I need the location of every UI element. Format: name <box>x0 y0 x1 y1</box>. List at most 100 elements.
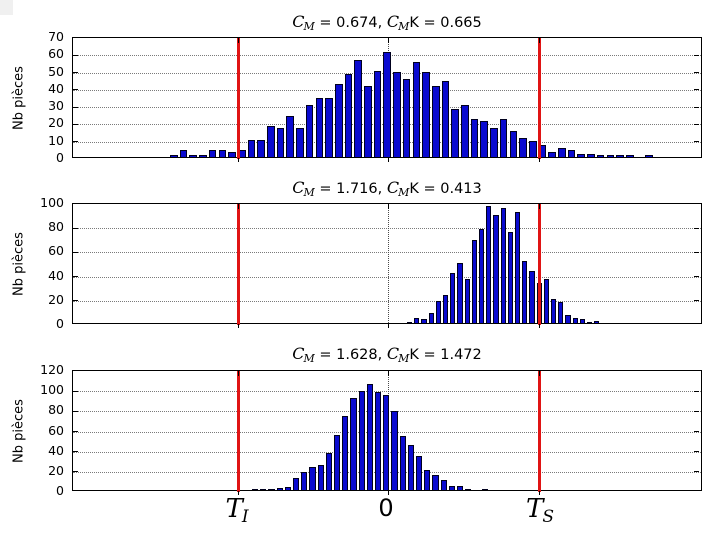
histogram-bar <box>373 70 382 157</box>
y-tick-mark <box>73 390 78 392</box>
histogram-bar <box>448 485 455 490</box>
histogram-bar <box>407 321 413 323</box>
y-tick-mark <box>694 431 699 432</box>
y-tick-mark <box>694 410 699 412</box>
y-tick-mark <box>73 251 78 253</box>
y-tick-label: 60 <box>48 46 64 62</box>
histogram-bar <box>399 435 406 490</box>
y-tick-mark <box>694 276 699 278</box>
chart-3-plot-area <box>72 370 702 495</box>
y-tick-label: 0 <box>56 316 64 331</box>
histogram-bar <box>354 60 362 157</box>
histogram-bar <box>594 320 600 323</box>
histogram-bar <box>435 301 441 323</box>
x-tick-mark <box>387 324 389 328</box>
chart-1-title: CM = 0.674, CMK = 0.665 <box>72 11 702 33</box>
x-tick-mark <box>237 158 239 162</box>
histogram-bar <box>451 108 459 157</box>
tolerance-limit-line <box>236 204 240 325</box>
center-reference-line <box>388 204 389 325</box>
x-tick-mark <box>387 204 389 209</box>
histogram-bar <box>616 155 624 157</box>
histogram-bar <box>480 120 489 157</box>
chart-1-cm-value: = 0.674, <box>314 15 387 31</box>
histogram-bar <box>305 105 314 157</box>
histogram-bar <box>421 319 427 323</box>
math-C-symbol: C <box>386 344 400 363</box>
histogram-bar <box>276 487 283 490</box>
x-tick-mark <box>538 158 540 162</box>
histogram-bar <box>470 118 479 157</box>
histogram-bar <box>558 148 566 157</box>
math-C-symbol: C <box>292 12 305 31</box>
histogram-bar <box>267 125 275 157</box>
histogram-bar <box>507 232 513 323</box>
tolerance-limit-line <box>236 371 240 492</box>
histogram-bar <box>500 208 506 323</box>
histogram-bar <box>383 395 390 490</box>
histogram-bar <box>286 115 295 157</box>
histogram-bar <box>515 211 521 323</box>
y-tick-label: 80 <box>48 219 64 235</box>
math-C-symbol: C <box>292 344 305 363</box>
histogram-bar <box>402 79 411 157</box>
histogram-bar <box>572 318 578 323</box>
corner-artifact <box>0 0 13 15</box>
histogram-bar <box>567 150 576 157</box>
chart-2-y-axis-label: Nb pièces <box>11 231 27 296</box>
histogram-bar <box>577 153 586 157</box>
y-tick-mark <box>694 106 699 108</box>
histogram-bar <box>309 466 316 490</box>
x-tick-mark <box>538 491 540 495</box>
gridline <box>73 276 701 278</box>
histogram-bar <box>625 155 634 157</box>
y-tick-mark <box>73 451 78 453</box>
y-tick-label: 60 <box>48 243 64 259</box>
histogram-bar <box>440 479 447 490</box>
histogram-bar <box>293 477 300 490</box>
histogram-bar <box>199 155 207 157</box>
histogram-bar <box>358 391 365 490</box>
histogram-bar <box>342 416 349 490</box>
y-tick-mark <box>73 72 78 74</box>
math-M-subscript: M <box>303 19 315 33</box>
histogram-bar <box>481 489 488 490</box>
y-tick-label: 40 <box>48 267 64 283</box>
histogram-bar <box>465 489 472 490</box>
TS-base: T <box>526 494 544 524</box>
histogram-bar <box>587 153 595 157</box>
y-tick-mark <box>694 390 699 392</box>
TI-subscript: I <box>241 507 249 528</box>
histogram-bar <box>208 150 217 157</box>
y-tick-label: 20 <box>48 291 64 307</box>
histogram-bar <box>579 319 585 323</box>
y-tick-mark <box>694 141 699 143</box>
x-label-zero: 0 <box>378 494 393 522</box>
x-tick-mark <box>387 158 389 162</box>
histogram-bar <box>432 474 439 490</box>
histogram-bar <box>315 98 324 157</box>
y-tick-label: 40 <box>48 442 64 458</box>
y-tick-mark <box>73 89 78 91</box>
x-tick-mark <box>237 491 239 495</box>
math-M-subscript: M <box>398 185 410 199</box>
histogram-bar <box>344 74 353 157</box>
y-tick-mark <box>694 471 699 473</box>
histogram-bar <box>606 155 615 157</box>
chart-2-cm-value: = 1.716, <box>314 181 387 197</box>
y-tick-mark <box>73 106 78 108</box>
histogram-bar <box>443 295 449 323</box>
histogram-bar <box>461 105 469 157</box>
y-tick-mark <box>73 227 78 229</box>
histogram-bar <box>528 141 537 157</box>
math-M-subscript: M <box>398 19 410 33</box>
y-tick-label: 20 <box>48 462 64 478</box>
histogram-bar <box>334 84 343 157</box>
histogram-bar <box>189 155 198 157</box>
y-tick-mark <box>694 451 699 453</box>
histogram-bar <box>301 471 308 490</box>
gridline <box>73 228 701 230</box>
gridline <box>73 300 701 302</box>
histogram-bar <box>247 139 256 157</box>
histogram-bar <box>364 86 372 157</box>
